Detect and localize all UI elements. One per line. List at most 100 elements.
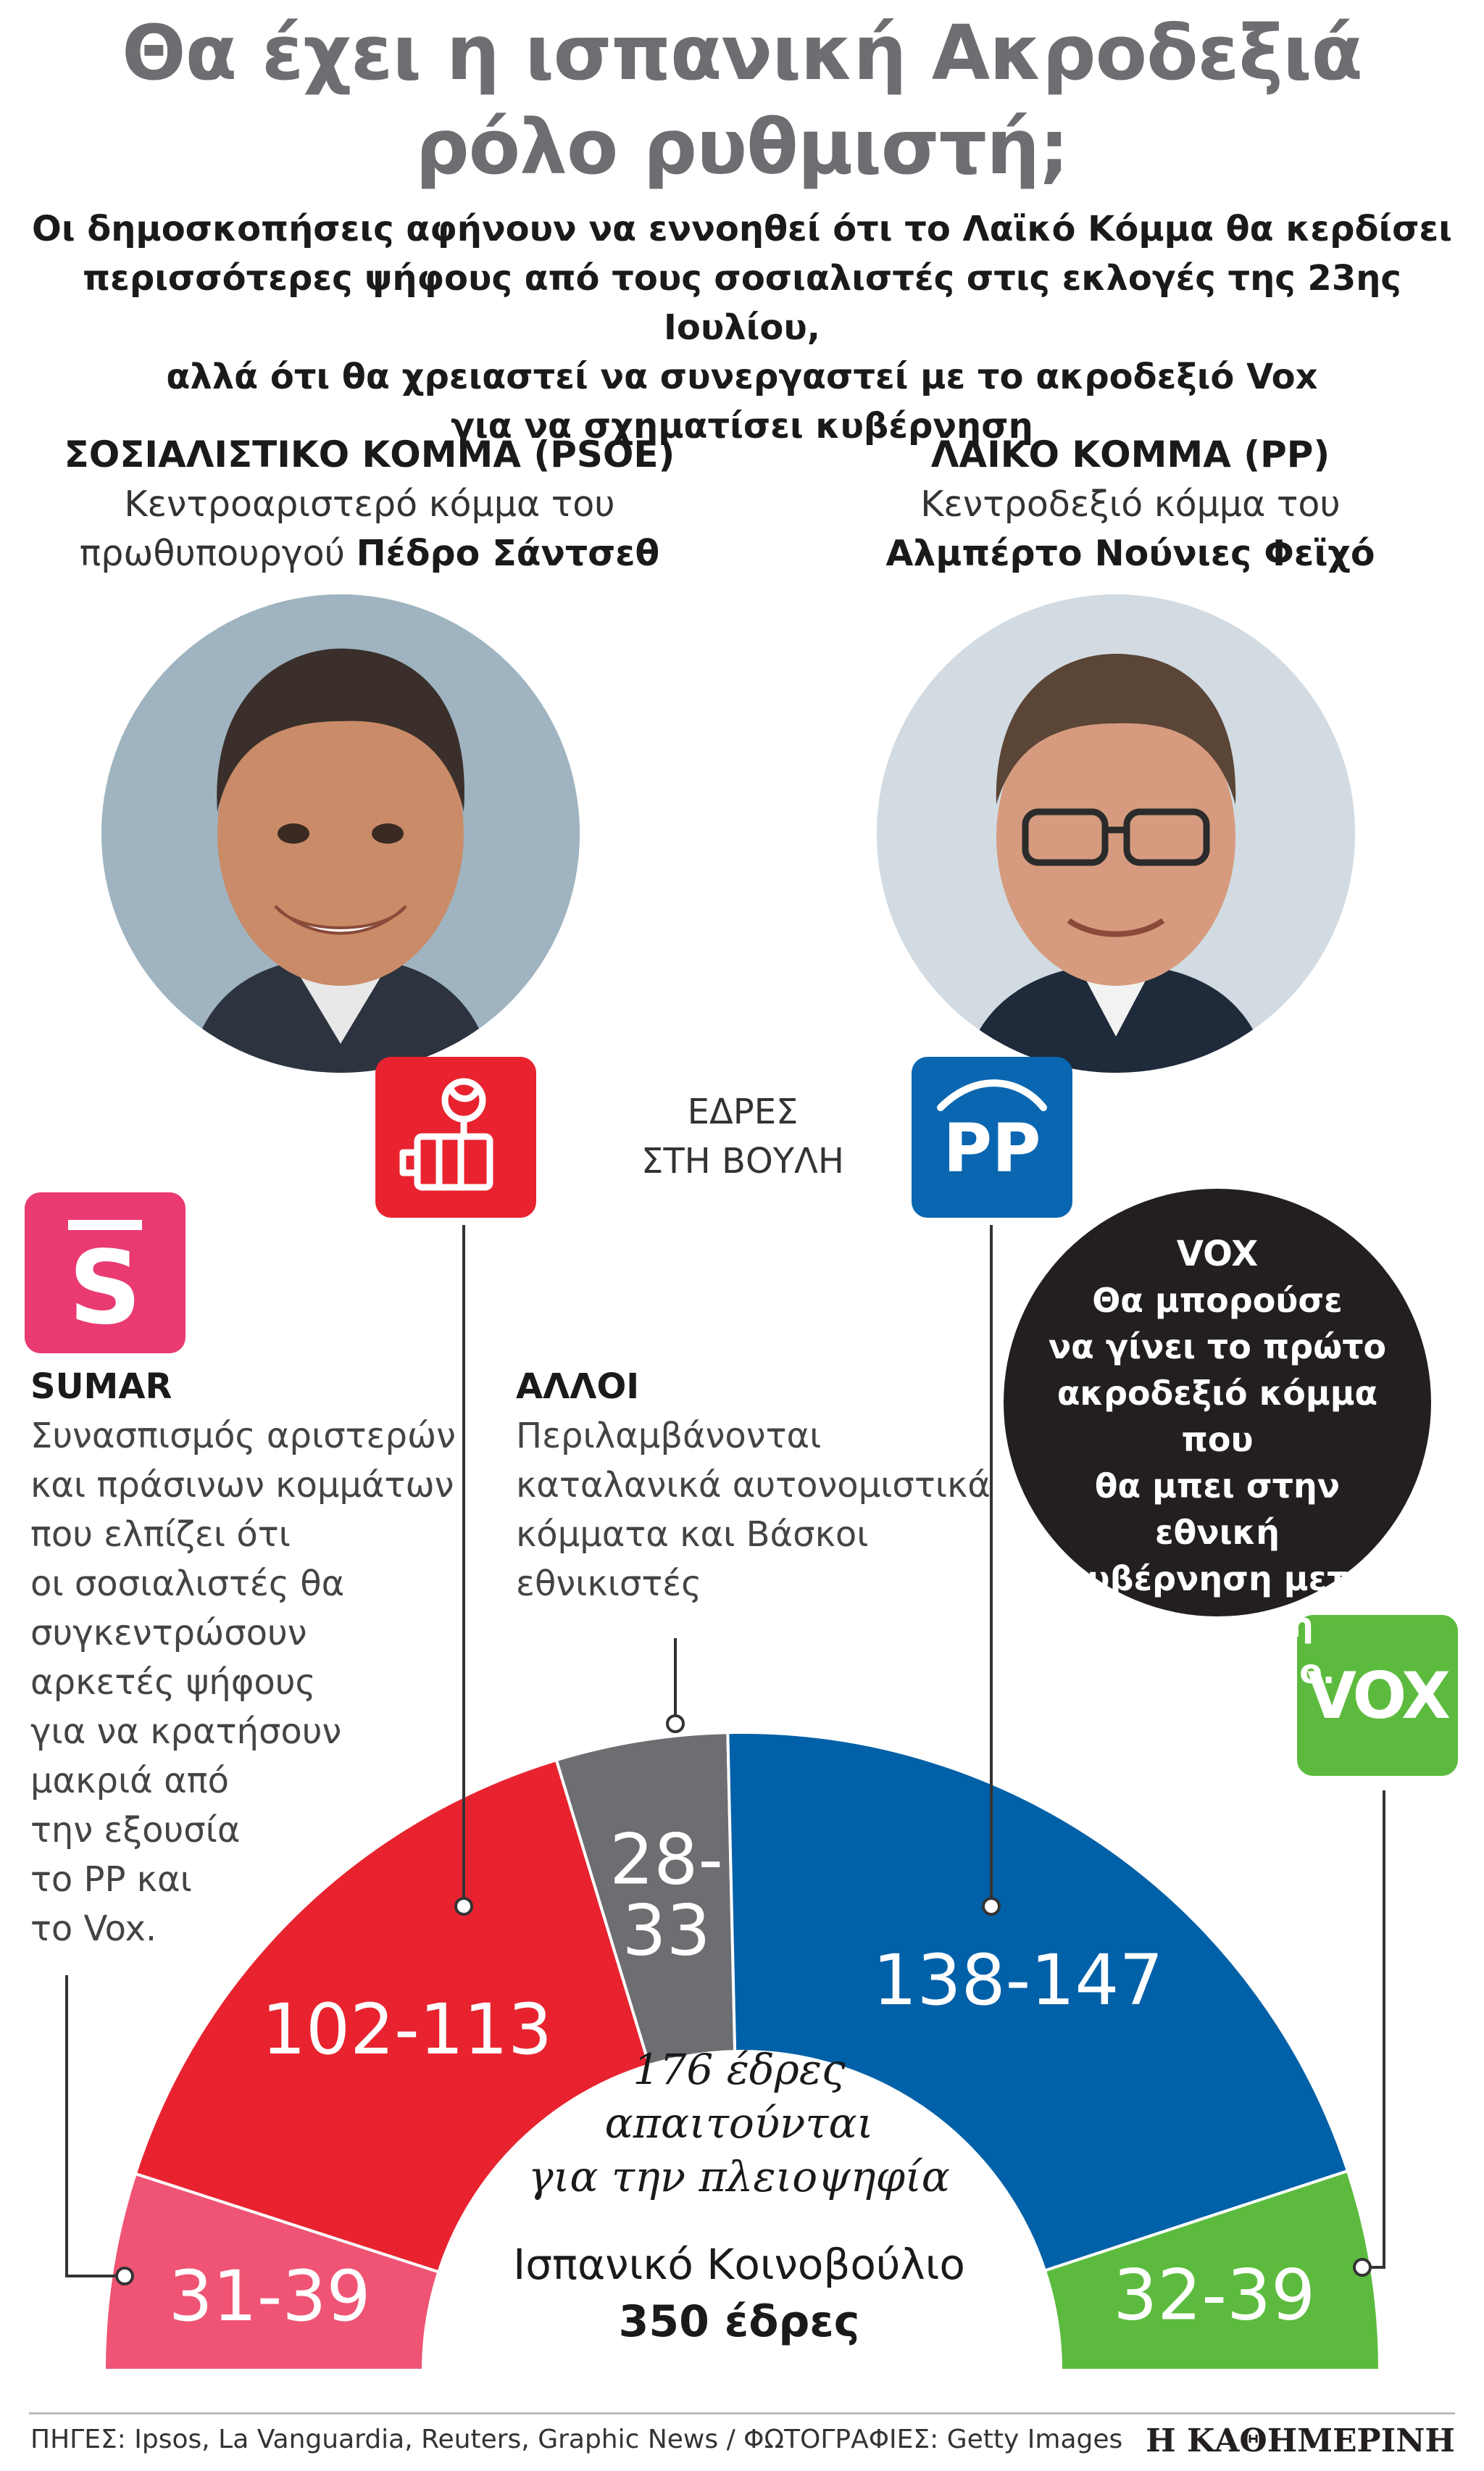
pp-header: ΛΑΪΚΟ ΚΟΜΜΑ (PP) Κεντροδεξιό κόμμα του Α…: [804, 433, 1456, 578]
sumar-desc-line: μακριά από: [30, 1761, 229, 1801]
sumar-desc-line: το Vox.: [30, 1909, 157, 1949]
pp-leader-dot: [982, 1897, 1001, 1916]
subtitle-line-4: για να σχηματίσει κυβέρνηση: [451, 406, 1033, 447]
publisher-logo: Η ΚΑΘΗΜΕΡΙΝΗ: [1146, 2422, 1455, 2459]
subtitle-line-2: περισσότερες ψήφους από τους σοσιαλιστές…: [83, 258, 1401, 348]
headline-line-1: Θα έχει η ισπανική Ακροδεξιά: [122, 9, 1363, 97]
vox-info-bubble: VOX Θα μπορούσε να γίνει το πρώτο ακροδε…: [1004, 1189, 1431, 1691]
chart-segments: [102, 1731, 1382, 2372]
vox-desc-line: ακροδεξιό κόμμα που: [1056, 1374, 1378, 1459]
psoe-desc-prefix: πρωθυπουργού: [79, 533, 345, 574]
others-title: ΑΛΛΟΙ: [516, 1366, 640, 1407]
sumar-desc-line: για να κρατήσουν: [30, 1711, 342, 1752]
vox-desc-line: την εποχή: [1121, 1606, 1314, 1645]
sources-credit: ΠΗΓΕΣ: Ipsos, La Vanguardia, Reuters, Gr…: [30, 2425, 1123, 2454]
others-desc-line: κόμματα και Βάσκοι: [516, 1514, 869, 1555]
psoe-desc-line-1: Κεντροαριστερό κόμμα του: [124, 483, 615, 525]
segment-vox: [1043, 2169, 1382, 2372]
seats-label: ΕΔΡΕΣ ΣΤΗ ΒΟΥΛΗ: [609, 1087, 877, 1186]
psoe-logo: [375, 1057, 536, 1218]
psoe-desc-line-2: πρωθυπουργού Πέδρο Σάντσεθ: [43, 529, 696, 578]
pp-leader-photo-illustration: [877, 594, 1355, 1073]
sumar-description: Συνασπισμός αριστερών και πράσινων κομμά…: [30, 1411, 480, 1953]
vox-desc-line: θα μπει στην εθνική: [1094, 1466, 1341, 1552]
pp-leader-portrait: [877, 594, 1355, 1073]
sumar-leader-dot: [115, 2267, 134, 2285]
majority-note-line-3: για την πλειοψηφία: [528, 2152, 950, 2201]
sumar-desc-line: το PP και: [30, 1859, 192, 1900]
others-desc-line: Περιλαμβάνονται: [516, 1416, 822, 1456]
psoe-description: Κεντροαριστερό κόμμα του πρωθυπουργού Πέ…: [43, 480, 696, 578]
sumar-desc-line: συγκεντρώσουν: [30, 1613, 307, 1653]
sumar-desc-line: Συνασπισμός αριστερών: [30, 1416, 456, 1456]
others-desc-line: εθνικιστές: [516, 1563, 702, 1604]
sumar-block: SUMAR Συνασπισμός αριστερών και πράσινων…: [30, 1366, 480, 1953]
sumar-logo-background: [25, 1192, 186, 1353]
sumar-logo-icon: S: [25, 1192, 186, 1353]
pp-logo-text: PP: [943, 1110, 1041, 1187]
parliament-name: Ισπανικό Κοινοβούλιο: [513, 2240, 965, 2289]
vox-leader-dot: [1353, 2258, 1372, 2277]
pp-logo-icon: PP: [912, 1057, 1072, 1218]
subtitle-line-1: Οι δημοσκοπήσεις αφήνουν να εννοηθεί ότι…: [32, 209, 1452, 249]
majority-note: 176 έδρες απαιτούνται για την πλειοψηφία: [485, 2043, 993, 2204]
seats-label-line-2: ΣΤΗ ΒΟΥΛΗ: [641, 1141, 844, 1181]
pp-description: Κεντροδεξιό κόμμα του Αλμπέρτο Νούνιες Φ…: [804, 480, 1456, 578]
segment-label-psoe: 102-113: [262, 1989, 552, 2070]
psoe-leader-photo-illustration: [101, 594, 580, 1073]
segment-label-αλλοι: 28-33: [609, 1819, 723, 1971]
vox-desc-line: κυβέρνηση μετά: [1063, 1559, 1372, 1598]
segment-label-vox: 32-39: [1113, 2255, 1315, 2336]
pp-desc-line-1: Κεντροδεξιό κόμμα του: [920, 483, 1341, 525]
vox-logo-text: VOX: [1307, 1658, 1450, 1733]
segment-pp: [726, 1731, 1350, 2273]
segment-label-sumar: 31-39: [169, 2256, 371, 2337]
psoe-leader-portrait: [101, 594, 580, 1073]
others-block: ΑΛΛΟΙ Περιλαμβάνονται καταλανικά αυτονομ…: [516, 1366, 1009, 1608]
sumar-desc-line: και πράσινων κομμάτων: [30, 1465, 454, 1506]
sumar-logo-text: S: [69, 1229, 142, 1347]
psoe-rose-fist-icon: [375, 1057, 536, 1218]
vox-desc-line: να γίνει το πρώτο: [1048, 1327, 1387, 1366]
vox-desc-line: Θα μπορούσε: [1092, 1281, 1343, 1320]
pp-title: ΛΑΪΚΟ ΚΟΜΜΑ (PP): [930, 433, 1330, 475]
sumar-desc-line: που ελπίζει ότι: [30, 1514, 291, 1555]
parliament-total-seats: 350 έδρες: [618, 2296, 860, 2347]
sumar-title: SUMAR: [30, 1366, 172, 1407]
vox-logo-background: [1297, 1615, 1458, 1776]
headline: Θα έχει η ισπανική Ακροδεξιά ρόλο ρυθμισ…: [0, 6, 1484, 194]
headline-line-2: ρόλο ρυθμιστή;: [415, 103, 1070, 191]
pp-logo: PP: [912, 1057, 1072, 1218]
others-description: Περιλαμβάνονται καταλανικά αυτονομιστικά…: [516, 1411, 1009, 1608]
others-desc-line: καταλανικά αυτονομιστικά: [516, 1465, 991, 1506]
subtitle-line-3: αλλά ότι θα χρειαστεί να συνεργαστεί με …: [166, 357, 1318, 397]
sumar-desc-line: την εξουσία: [30, 1810, 241, 1851]
footer-divider: [29, 2412, 1455, 2414]
pp-desc-line-2: Αλμπέρτο Νούνιες Φεϊχό: [804, 529, 1456, 578]
vox-description: Θα μπορούσε να γίνει το πρώτο ακροδεξιό …: [1004, 1277, 1431, 1695]
others-leader-dot: [666, 1714, 685, 1733]
majority-note-line-1: 176 έδρες: [633, 2045, 846, 2094]
sumar-desc-line: αρκετές ψήφους: [30, 1662, 316, 1703]
vox-desc-line: του Φράνκο.: [1099, 1652, 1335, 1691]
subtitle: Οι δημοσκοπήσεις αφήνουν να εννοηθεί ότι…: [29, 204, 1455, 451]
psoe-leader-name: Πέδρο Σάντσεθ: [356, 533, 660, 574]
majority-note-line-2: απαιτούνται: [604, 2098, 874, 2148]
segment-label-pp: 138-147: [872, 1940, 1163, 2021]
vox-logo-icon: VOX: [1297, 1615, 1458, 1776]
pp-leader-name: Αλμπέρτο Νούνιες Φεϊχό: [885, 533, 1375, 574]
chart-leader-lines: [65, 1225, 1385, 2285]
segment-psoe: [133, 1758, 651, 2274]
vox-title: VOX: [1176, 1234, 1259, 1274]
psoe-leader-dot: [454, 1897, 473, 1916]
psoe-header: ΣΟΣΙΑΛΙΣΤΙΚΟ ΚΟΜΜΑ (PSOE) Κεντροαριστερό…: [43, 433, 696, 578]
sumar-logo: S: [25, 1192, 186, 1353]
vox-leader-line: [1362, 1790, 1385, 2269]
sumar-desc-line: οι σοσιαλιστές θα: [30, 1563, 345, 1604]
seats-label-line-1: ΕΔΡΕΣ: [687, 1092, 799, 1132]
sumar-leader-line: [65, 1975, 125, 2277]
vox-logo: VOX: [1297, 1615, 1458, 1776]
chart-segment-labels: 31-39 102-113 28-33 138-147 32-39: [169, 1819, 1316, 2337]
psoe-title: ΣΟΣΙΑΛΙΣΤΙΚΟ ΚΟΜΜΑ (PSOE): [64, 433, 675, 475]
